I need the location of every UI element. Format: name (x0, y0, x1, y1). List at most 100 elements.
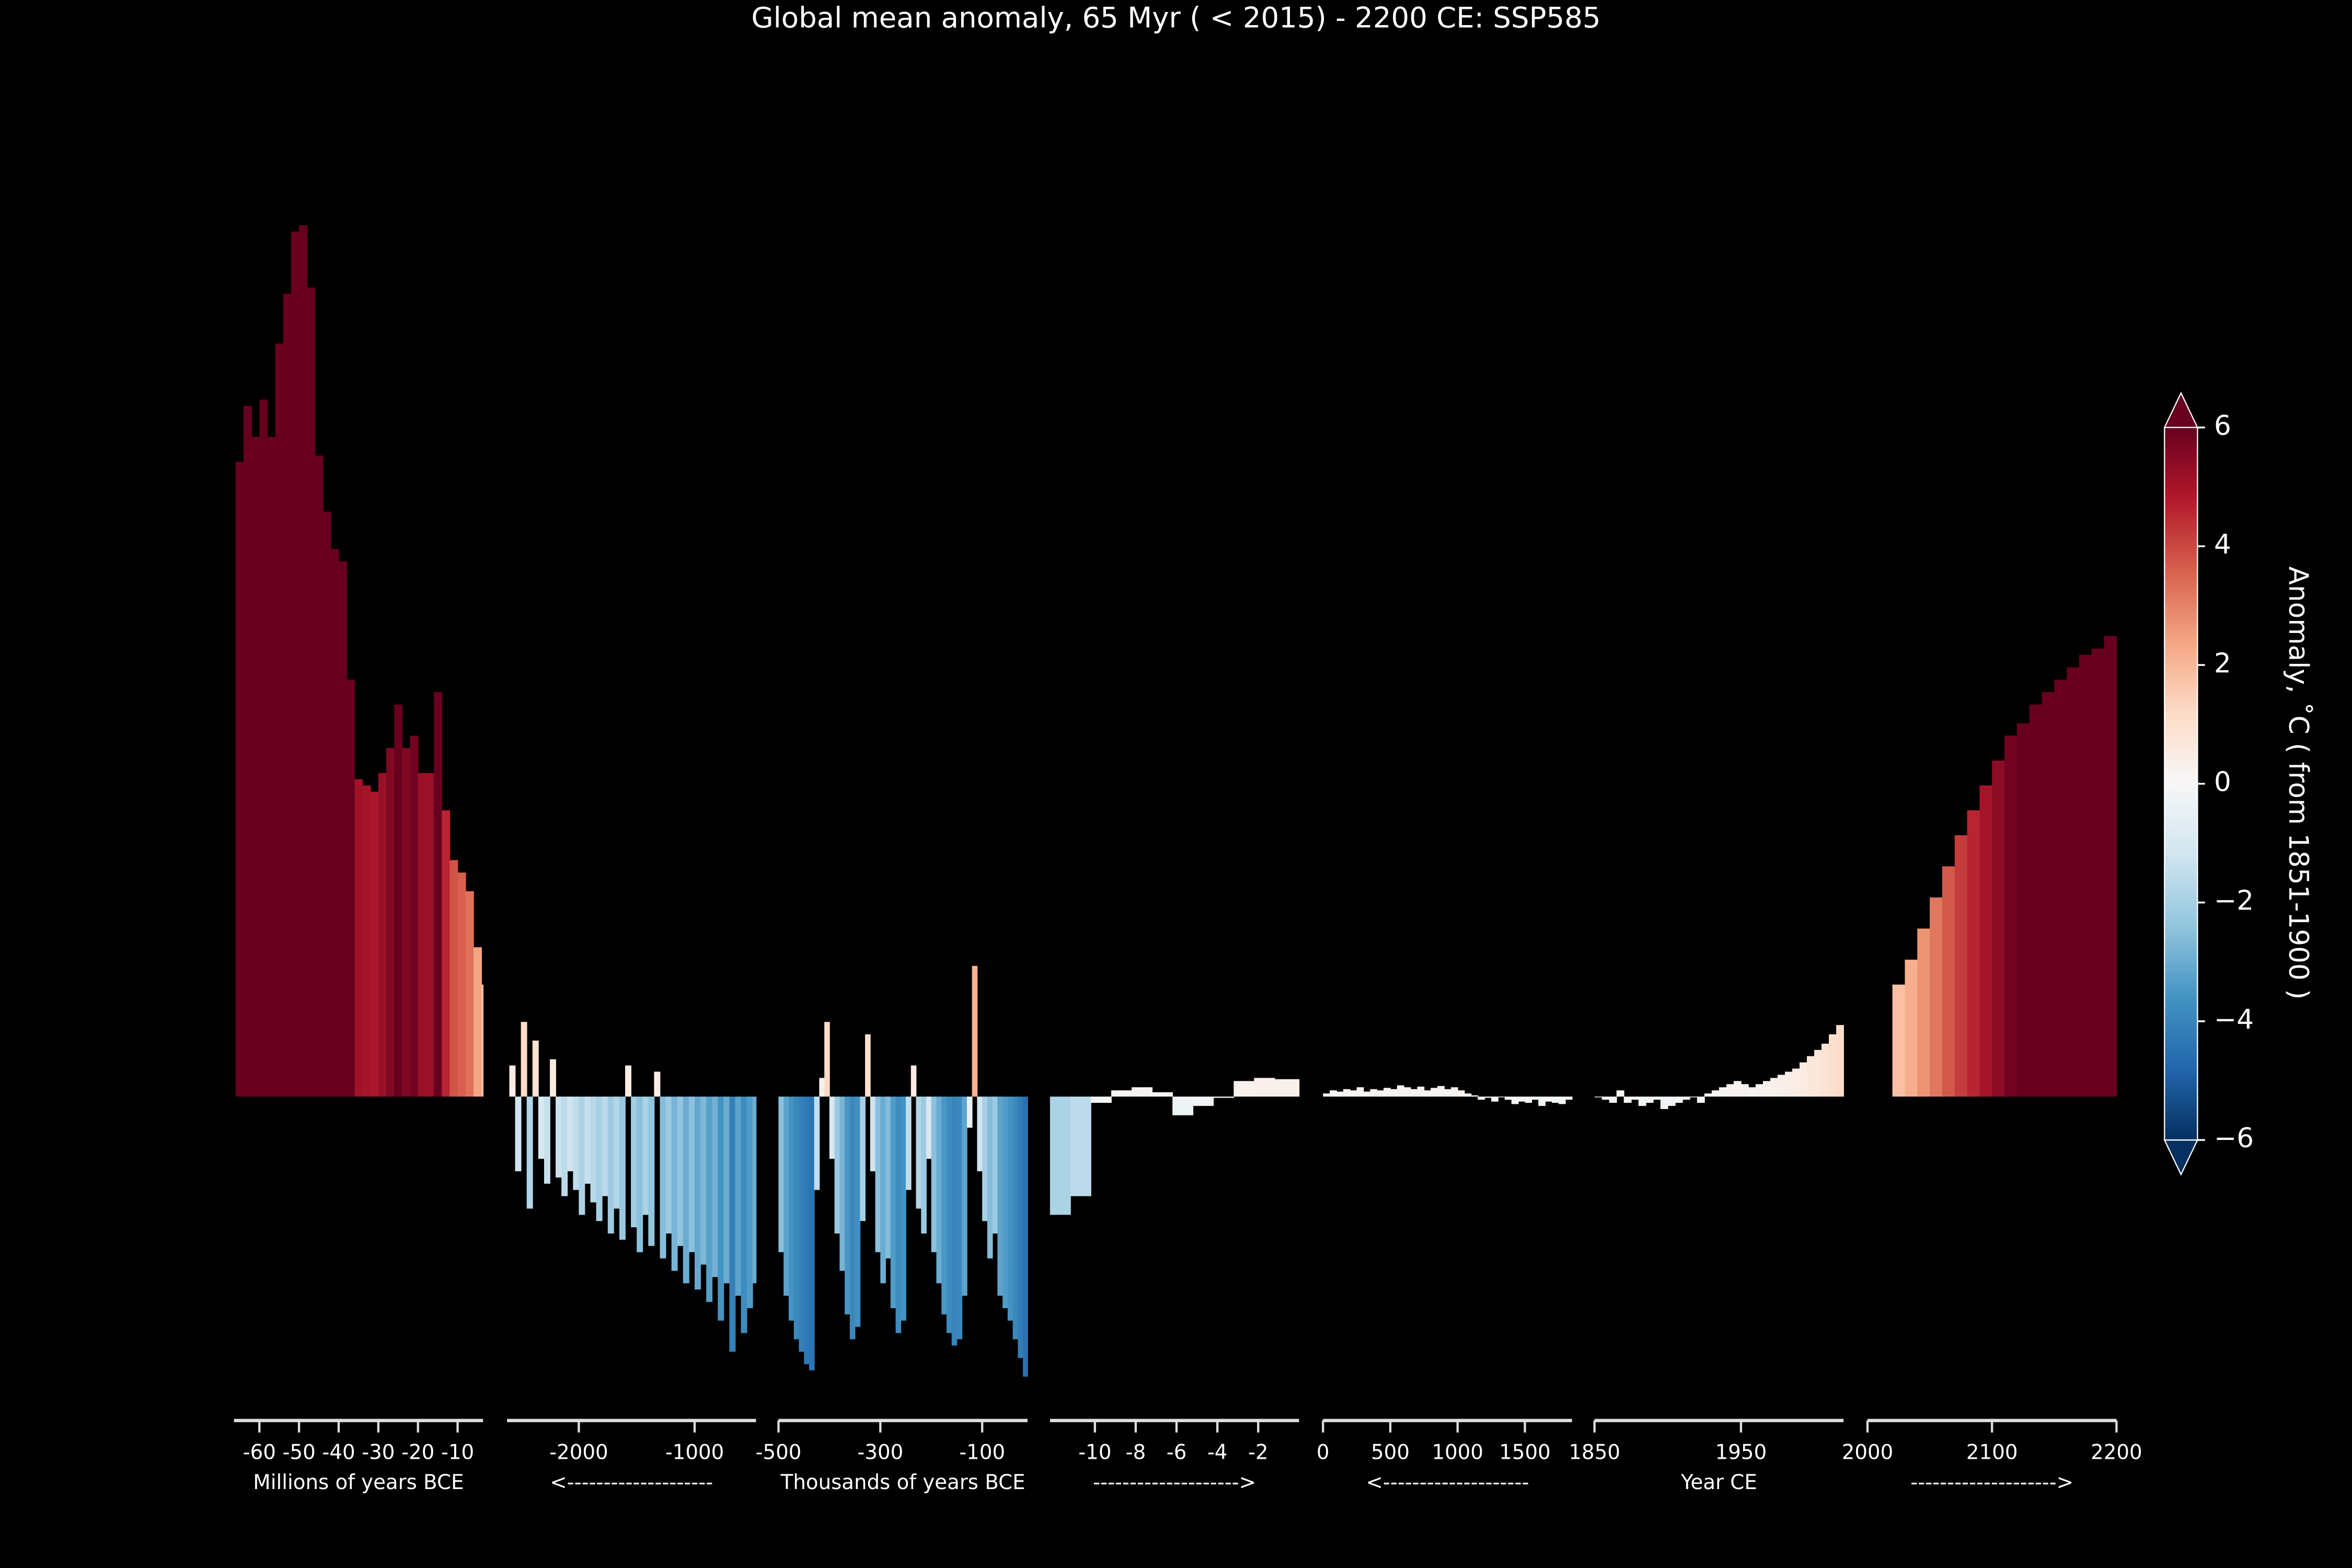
bar (694, 1097, 701, 1290)
bar (1012, 1097, 1019, 1340)
bar (2104, 636, 2117, 1097)
bar (799, 1097, 805, 1352)
bar (1350, 1090, 1357, 1097)
x-tick-label: -100 (959, 1440, 1005, 1464)
bar (607, 1097, 614, 1234)
bar (347, 679, 355, 1097)
bar (1967, 810, 1980, 1097)
bar (982, 1097, 988, 1221)
bar (521, 1022, 527, 1097)
bar (561, 1097, 568, 1196)
bar (1601, 1097, 1610, 1100)
bar (855, 1097, 861, 1327)
bar (291, 232, 299, 1097)
bar (1682, 1097, 1690, 1100)
bar (752, 1097, 757, 1284)
bar (418, 773, 426, 1097)
x-tick-label: -4 (1207, 1440, 1228, 1464)
bar (1132, 1087, 1153, 1097)
x-axis-label: <-------------------- (550, 1471, 713, 1494)
bar (550, 1059, 556, 1097)
bar (688, 1097, 695, 1252)
bar (386, 748, 395, 1097)
bar (1558, 1097, 1566, 1104)
bar (442, 810, 451, 1097)
bar (434, 692, 443, 1097)
bar (556, 1097, 562, 1178)
bar (330, 549, 339, 1097)
bar (906, 1097, 912, 1190)
bar (972, 966, 978, 1097)
bar (2054, 679, 2068, 1097)
bar (1511, 1097, 1519, 1104)
bar (544, 1097, 550, 1184)
bar (251, 436, 260, 1097)
bar (1675, 1097, 1683, 1103)
x-tick-label: 500 (1371, 1440, 1410, 1464)
bar (1050, 1097, 1071, 1215)
x-tick-label: -50 (282, 1440, 315, 1464)
bar (977, 1097, 983, 1171)
x-tick-label: -10 (1078, 1440, 1111, 1464)
bar (1018, 1097, 1023, 1358)
x-tick-label: -8 (1126, 1440, 1146, 1464)
bar (1417, 1087, 1425, 1097)
bar (509, 1065, 516, 1097)
bar (829, 1097, 835, 1159)
bar (394, 704, 403, 1097)
bar (1733, 1081, 1742, 1097)
bar (895, 1097, 902, 1333)
chart-title: Global mean anomaly, 65 Myr ( < 2015) - … (751, 1, 1600, 34)
bar (1390, 1089, 1398, 1097)
bar (1740, 1084, 1749, 1097)
x-tick-label: 1500 (1499, 1440, 1551, 1464)
bar (526, 1097, 533, 1209)
bar (1748, 1087, 1756, 1097)
bar (1424, 1090, 1432, 1097)
bar (804, 1097, 810, 1365)
bar (613, 1097, 620, 1209)
bar (865, 1034, 871, 1097)
bar (243, 406, 252, 1097)
bar (1471, 1095, 1479, 1097)
bar (946, 1097, 952, 1333)
bar (1343, 1089, 1351, 1097)
bar (1330, 1090, 1337, 1097)
bar (1800, 1062, 1807, 1097)
bar (870, 1097, 876, 1171)
x-tick-label: 1000 (1432, 1440, 1483, 1464)
bar (567, 1097, 574, 1171)
x-tick-label: 1950 (1715, 1440, 1767, 1464)
bar (362, 785, 371, 1097)
bar (1383, 1088, 1391, 1097)
bar (1410, 1089, 1418, 1097)
bar (2004, 735, 2017, 1097)
x-tick-label: 0 (1317, 1440, 1330, 1464)
bar (1370, 1089, 1378, 1097)
bar (723, 1097, 730, 1284)
bar (966, 1097, 973, 1128)
bar (885, 1097, 891, 1259)
bar (921, 1097, 927, 1234)
bar (1645, 1097, 1654, 1103)
bar (1762, 1081, 1771, 1097)
bar (824, 1022, 830, 1097)
x-tick-label: -2000 (549, 1440, 608, 1464)
bar (299, 225, 308, 1097)
x-tick-label: -500 (756, 1440, 802, 1464)
x-tick-label: -1000 (665, 1440, 724, 1464)
bar (839, 1097, 845, 1271)
bar (590, 1097, 597, 1203)
bar (706, 1097, 713, 1302)
bar (1478, 1097, 1485, 1100)
bar (2079, 654, 2092, 1097)
bar (402, 748, 411, 1097)
bar (1792, 1068, 1800, 1097)
bar (1821, 1043, 1829, 1097)
bar (2029, 704, 2043, 1097)
bar (1829, 1034, 1837, 1097)
bar (741, 1097, 747, 1333)
bar (1623, 1097, 1632, 1103)
bar (809, 1097, 815, 1370)
